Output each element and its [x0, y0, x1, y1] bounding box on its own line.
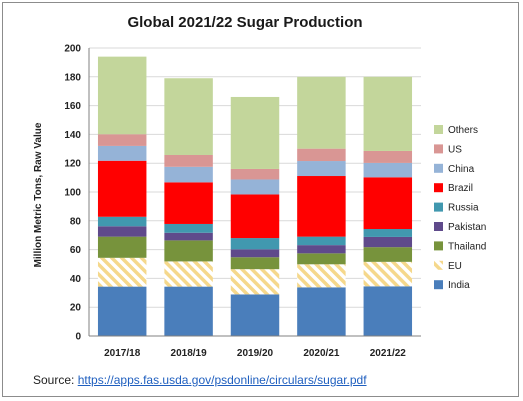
bar-segment-brazil [230, 194, 280, 239]
y-tick-label: 20 [70, 303, 82, 314]
y-tick-label: 0 [75, 332, 81, 343]
bar-segment-brazil [363, 177, 413, 230]
bar-segment-others [230, 96, 280, 169]
bar-segment-china [164, 166, 213, 183]
bar-segment-pakistan [363, 236, 413, 248]
source-prefix: Source: [33, 373, 78, 387]
legend-label-thailand: Thailand [448, 241, 486, 252]
bar-segment-us [164, 154, 213, 167]
bars [97, 56, 413, 336]
x-tick-label: 2018/19 [171, 348, 208, 359]
bar-segment-eu [297, 264, 346, 288]
legend-label-brazil: Brazil [448, 183, 473, 194]
stacked-bar-chart: Global 2021/22 Sugar Production Million … [33, 14, 486, 359]
x-tick-label: 2017/18 [104, 348, 141, 359]
bar-segment-china [97, 145, 147, 161]
bar-segment-thailand [97, 236, 147, 258]
y-axis-label: Million Metric Tons, Raw Value [33, 122, 44, 267]
bar-segment-eu [230, 269, 280, 295]
legend-swatch-india [434, 280, 443, 290]
y-tick-label: 40 [70, 274, 82, 285]
x-tick-label: 2019/20 [237, 348, 274, 359]
bar-segment-others [297, 76, 346, 149]
bar-segment-eu [97, 257, 147, 287]
bar-segment-china [297, 161, 346, 177]
bar-segment-others [97, 56, 147, 135]
bar-segment-russia [164, 223, 213, 233]
bar-segment-thailand [230, 257, 280, 270]
bar-segment-russia [297, 236, 346, 246]
axes [88, 48, 421, 337]
legend-swatch-us [434, 144, 443, 154]
bar-segment-thailand [363, 247, 413, 262]
legend-swatch-brazil [434, 183, 443, 193]
bar-segment-eu [363, 261, 413, 287]
bar-segment-china [363, 162, 413, 178]
y-tick-label: 120 [64, 159, 81, 170]
bar-segment-russia [97, 216, 147, 227]
x-tick-label: 2021/22 [370, 348, 407, 359]
legend-swatch-others [434, 125, 443, 134]
bar-segment-thailand [297, 253, 346, 265]
x-axis-ticks: 2017/18 2018/19 2019/20 2020/21 2021/22 [104, 348, 406, 359]
bar-segment-india [297, 287, 346, 336]
bar-segment-others [164, 78, 213, 155]
bar-segment-us [230, 168, 280, 180]
source-link[interactable]: https://apps.fas.usda.gov/psdonline/circ… [77, 373, 367, 387]
legend-label-us: US [448, 144, 462, 155]
bar-segment-russia [363, 229, 413, 237]
bar-segment-thailand [164, 240, 213, 262]
legend-label-china: China [448, 164, 475, 175]
bar-segment-brazil [164, 182, 213, 224]
bar-segment-pakistan [230, 249, 280, 258]
legend-label-russia: Russia [448, 203, 479, 214]
y-tick-label: 160 [64, 101, 81, 112]
chart-frame: Global 2021/22 Sugar Production Million … [2, 2, 519, 397]
legend: Others US China Brazil Russia Pakistan Thailan… [434, 125, 486, 291]
legend-swatch-china [434, 163, 443, 173]
y-tick-label: 180 [64, 72, 81, 83]
bar-segment-us [363, 150, 413, 163]
bar-segment-pakistan [164, 232, 213, 241]
bar-segment-pakistan [297, 245, 346, 254]
bar-segment-pakistan [97, 226, 147, 237]
legend-swatch-russia [434, 202, 443, 212]
legend-swatch-eu [434, 260, 443, 270]
bar-segment-china [230, 179, 280, 195]
source-note: Source: https://apps.fas.usda.gov/psdonl… [33, 373, 367, 387]
bar-segment-us [97, 134, 147, 146]
bar-segment-india [97, 286, 147, 336]
x-tick-label: 2020/21 [303, 348, 340, 359]
legend-label-eu: EU [448, 261, 462, 272]
legend-label-pakistan: Pakistan [448, 222, 486, 233]
y-tick-label: 60 [70, 245, 82, 256]
y-tick-label: 80 [70, 216, 82, 227]
bar-segment-us [297, 148, 346, 162]
y-axis-ticks: 0 20 40 60 80 100 120 140 160 180 200 [64, 44, 81, 343]
legend-label-others: Others [448, 125, 478, 136]
y-tick-label: 140 [64, 130, 81, 141]
bar-segment-brazil [97, 160, 147, 217]
legend-swatch-thailand [434, 241, 443, 251]
bar-segment-india [363, 286, 413, 336]
bar-segment-brazil [297, 176, 346, 237]
bar-segment-india [164, 286, 213, 336]
y-tick-label: 100 [64, 188, 81, 199]
legend-label-india: India [448, 280, 470, 291]
y-tick-label: 200 [64, 44, 81, 55]
bar-segment-russia [230, 238, 280, 250]
bar-segment-others [363, 76, 413, 151]
bar-segment-eu [164, 261, 213, 287]
legend-swatch-pakistan [434, 222, 443, 231]
chart-title: Global 2021/22 Sugar Production [127, 14, 362, 31]
bar-segment-india [230, 294, 280, 336]
